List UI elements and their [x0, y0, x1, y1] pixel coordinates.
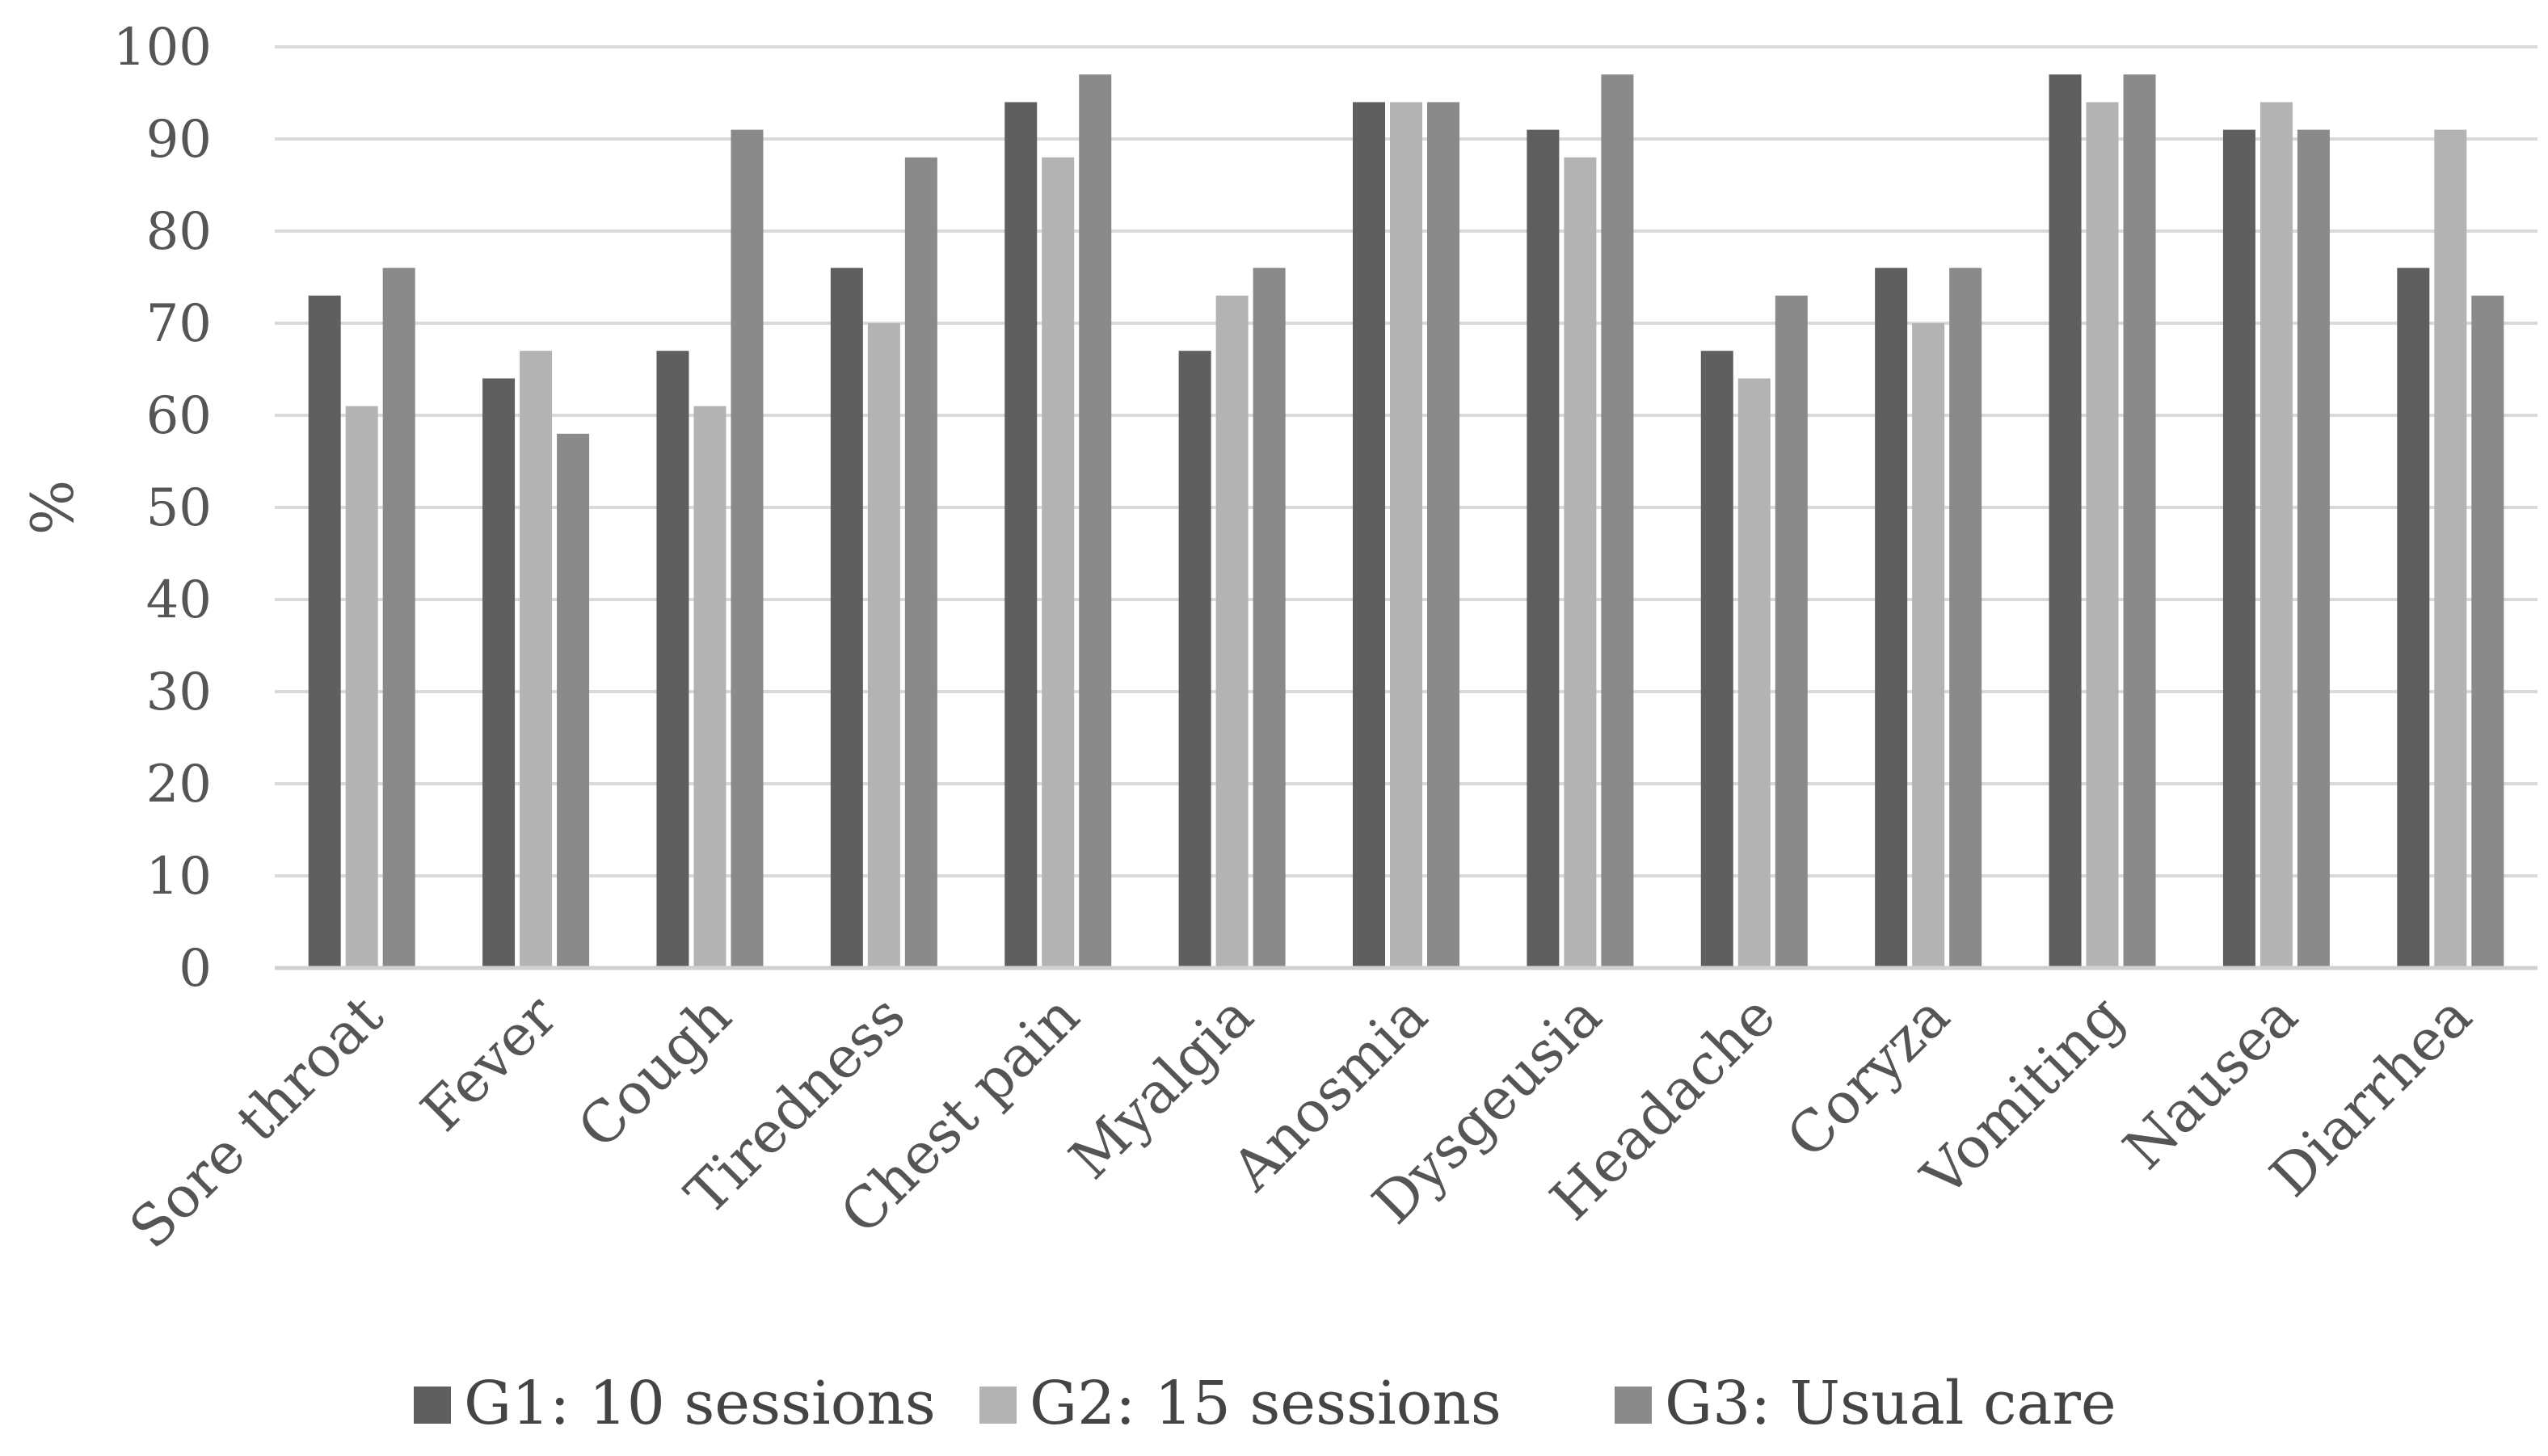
bar-1-fever — [482, 378, 516, 968]
bar-3-headache — [1775, 295, 1808, 968]
bar-3-nausea — [2297, 129, 2330, 969]
bar-1-myalgia — [1178, 351, 1211, 968]
y-axis-title: % — [19, 480, 86, 535]
bar-1-coryza — [1875, 267, 1908, 969]
bar-2-cough — [693, 406, 726, 969]
bar-3-tiredness — [904, 157, 937, 969]
bar-3-diarrhea — [2471, 295, 2504, 968]
bar-1-sore-throat — [308, 295, 341, 968]
bar-2-headache — [1737, 378, 1771, 968]
y-axis-ticks: 0 10 20 30 40 50 60 70 80 90 100 — [113, 18, 212, 999]
legend-label-1: G1: 10 sessions — [464, 1369, 936, 1438]
y-tick-label: 100 — [113, 18, 212, 78]
bar-1-headache — [1700, 351, 1733, 968]
y-tick-label: 50 — [146, 478, 212, 538]
y-tick-label: 0 — [179, 939, 212, 999]
bar-2-vomiting — [2086, 102, 2119, 968]
bar-3-dysgeusia — [1601, 74, 1634, 969]
legend-label-2: G2: 15 sessions — [1030, 1369, 1501, 1438]
x-category-label: Cough — [565, 983, 743, 1161]
bars — [308, 74, 2504, 969]
y-tick-label: 90 — [146, 110, 212, 170]
legend-swatch-3 — [1615, 1387, 1652, 1424]
bar-3-coryza — [1949, 267, 1982, 969]
y-tick-label: 20 — [146, 755, 212, 814]
bar-1-cough — [656, 351, 689, 968]
y-tick-label: 70 — [146, 294, 212, 354]
bar-3-sore-throat — [382, 267, 415, 969]
bar-2-fever — [520, 351, 553, 968]
bar-1-diarrhea — [2397, 267, 2430, 969]
legend-label-3: G3: Usual care — [1665, 1369, 2116, 1438]
bar-2-nausea — [2260, 102, 2293, 968]
x-category-label: Fever — [408, 983, 570, 1144]
bar-1-dysgeusia — [1527, 129, 1560, 969]
bar-2-coryza — [1912, 323, 1945, 968]
bar-2-anosmia — [1390, 102, 1422, 968]
y-tick-label: 30 — [146, 663, 212, 722]
bar-1-vomiting — [2049, 74, 2082, 969]
bar-3-fever — [557, 433, 590, 968]
y-tick-label: 40 — [146, 570, 212, 630]
bar-3-chest-pain — [1079, 74, 1112, 969]
bar-3-vomiting — [2123, 74, 2156, 969]
bar-1-tiredness — [830, 267, 863, 969]
bar-1-nausea — [2222, 129, 2255, 969]
bar-3-myalgia — [1253, 267, 1286, 969]
bar-2-chest-pain — [1042, 157, 1075, 969]
bar-3-anosmia — [1427, 102, 1459, 968]
bar-2-tiredness — [867, 323, 900, 968]
y-tick-label: 60 — [146, 386, 212, 446]
legend: G1: 10 sessions G2: 15 sessions G3: Usual … — [414, 1369, 2116, 1438]
bar-2-dysgeusia — [1564, 157, 1597, 969]
legend-swatch-2 — [979, 1387, 1017, 1424]
bar-1-chest-pain — [1004, 102, 1038, 968]
x-category-label: Sore throat — [117, 983, 396, 1261]
bar-2-myalgia — [1215, 295, 1249, 968]
y-tick-label: 10 — [146, 847, 212, 907]
legend-swatch-1 — [414, 1387, 451, 1424]
y-tick-label: 80 — [146, 202, 212, 262]
bar-2-diarrhea — [2434, 129, 2467, 969]
bar-2-sore-throat — [345, 406, 378, 969]
bar-3-cough — [731, 129, 764, 969]
bar-1-anosmia — [1353, 102, 1385, 968]
